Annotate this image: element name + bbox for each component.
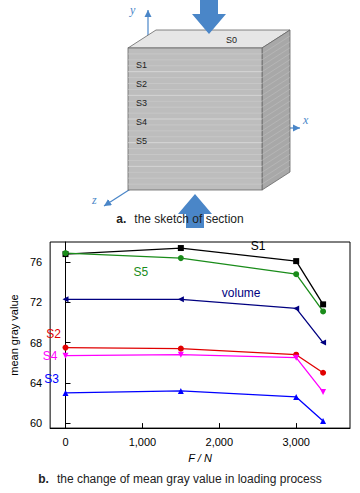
html-text:the sketch of section: the sketch of section: [134, 212, 244, 226]
svg-text:x: x: [302, 113, 309, 127]
svg-text:y: y: [129, 3, 136, 17]
svg-text:S3: S3: [136, 98, 147, 108]
svg-text:S3: S3: [44, 372, 59, 386]
svg-text:volume: volume: [222, 286, 261, 300]
html-text:b.: b.: [38, 472, 49, 486]
svg-text:F / N: F / N: [188, 452, 212, 464]
svg-text:S2: S2: [136, 79, 147, 89]
svg-text:1,000: 1,000: [129, 436, 157, 448]
svg-text:64: 64: [30, 377, 42, 389]
svg-text:S2: S2: [46, 327, 61, 341]
html-text:the change of mean gray value: the change of mean gray value in loading…: [56, 472, 322, 486]
svg-text:72: 72: [30, 296, 42, 308]
svg-text:S1: S1: [251, 239, 266, 253]
svg-text:60: 60: [30, 417, 42, 429]
svg-text:S5: S5: [134, 265, 149, 279]
html-text:a.: a.: [116, 212, 127, 226]
svg-text:S4: S4: [43, 349, 58, 363]
svg-text:3,000: 3,000: [282, 436, 310, 448]
svg-text:76: 76: [30, 256, 42, 268]
svg-text:S5: S5: [136, 136, 147, 146]
svg-text:z: z: [91, 193, 97, 207]
svg-text:0: 0: [62, 436, 68, 448]
svg-text:S1: S1: [136, 60, 147, 70]
svg-text:2,000: 2,000: [206, 436, 234, 448]
svg-text:S0: S0: [226, 35, 237, 45]
svg-text:68: 68: [30, 337, 42, 349]
svg-text:S4: S4: [136, 117, 147, 127]
svg-text:mean gray value: mean gray value: [8, 294, 20, 375]
